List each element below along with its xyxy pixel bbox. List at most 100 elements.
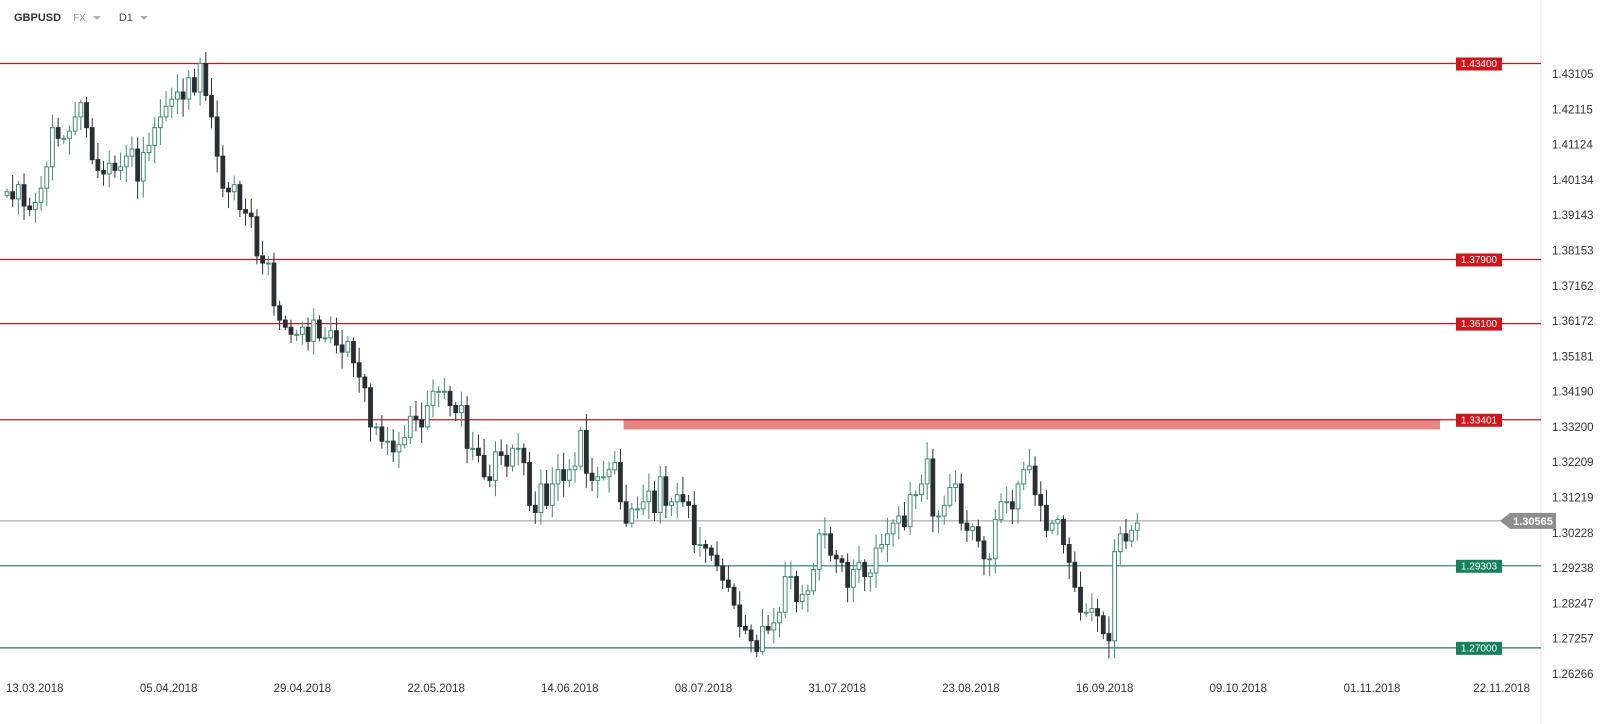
bearish-candle-body xyxy=(737,604,743,627)
bearish-candle-body xyxy=(833,554,839,560)
bullish-candle-body xyxy=(572,465,578,471)
y-tick-label: 1.27257 xyxy=(1552,634,1594,646)
bullish-candle-body xyxy=(385,440,390,443)
bullish-candle-body xyxy=(322,337,328,340)
bullish-candle-body xyxy=(186,77,192,100)
bullish-candle-body xyxy=(578,429,584,467)
bearish-candle-body xyxy=(248,212,254,218)
bearish-candle-body xyxy=(243,209,248,214)
bullish-candle-body xyxy=(197,62,203,93)
bearish-candle-body xyxy=(1038,494,1044,506)
bullish-candle-body xyxy=(947,487,953,506)
market-dropdown[interactable]: FX xyxy=(73,13,101,24)
level-price-label: 1.43400 xyxy=(1461,59,1498,70)
bearish-candle-body xyxy=(379,426,385,442)
bullish-candle-body xyxy=(669,501,674,506)
bearish-candle-body xyxy=(180,91,186,100)
bullish-candle-body xyxy=(470,447,476,450)
bearish-candle-body xyxy=(794,576,799,603)
bearish-candle-body xyxy=(317,319,322,339)
bullish-candle-body xyxy=(424,405,430,428)
bearish-candle-body xyxy=(703,544,709,549)
bearish-candle-body xyxy=(498,451,504,456)
bullish-candle-body xyxy=(44,166,50,189)
bearish-candle-body xyxy=(101,169,106,175)
bullish-candle-body xyxy=(788,576,794,579)
timeframe-dropdown[interactable]: D1 xyxy=(119,12,148,24)
bullish-candle-body xyxy=(816,533,822,570)
y-tick-label: 1.32209 xyxy=(1552,457,1594,469)
bullish-candle-body xyxy=(510,447,515,467)
bullish-candle-body xyxy=(890,522,896,535)
bullish-candle-body xyxy=(118,166,123,171)
bullish-candle-body xyxy=(953,483,958,489)
bearish-candle-body xyxy=(561,469,567,481)
bullish-candle-body xyxy=(1021,469,1027,485)
bullish-candle-body xyxy=(407,415,413,439)
bullish-candle-body xyxy=(799,593,805,603)
bearish-candle-body xyxy=(691,504,697,546)
bearish-candle-body xyxy=(663,476,669,506)
bullish-candle-body xyxy=(294,333,300,336)
bearish-candle-body xyxy=(464,405,470,449)
bullish-candle-body xyxy=(674,494,680,503)
bearish-candle-body xyxy=(277,305,283,321)
y-tick-label: 1.30228 xyxy=(1552,528,1594,540)
bullish-candle-body xyxy=(265,262,271,265)
level-price-label: 1.33401 xyxy=(1461,415,1498,426)
bearish-candle-body xyxy=(1044,504,1049,531)
bearish-candle-body xyxy=(209,95,214,118)
bearish-candle-body xyxy=(260,255,266,264)
bearish-candle-body xyxy=(476,447,481,456)
chevron-down-icon xyxy=(139,16,148,20)
bullish-candle-body xyxy=(1083,611,1089,614)
bearish-candle-body xyxy=(1095,608,1100,617)
bearish-candle-body xyxy=(1072,561,1078,588)
bearish-candle-body xyxy=(203,62,209,97)
bullish-candle-body xyxy=(640,501,646,510)
bullish-candle-body xyxy=(175,91,180,100)
y-tick-label: 1.36172 xyxy=(1552,316,1594,328)
bearish-candle-body xyxy=(447,390,453,407)
level-price-label: 1.37900 xyxy=(1461,255,1498,266)
bullish-candle-body xyxy=(657,476,663,513)
bullish-candle-body xyxy=(538,483,544,513)
bullish-candle-body xyxy=(436,390,442,393)
bearish-candle-body xyxy=(1009,501,1015,510)
bearish-candle-body xyxy=(544,483,550,506)
y-tick-label: 1.31219 xyxy=(1552,493,1594,505)
bearish-candle-body xyxy=(237,184,243,211)
bullish-candle-body xyxy=(879,544,885,549)
bullish-candle-body xyxy=(896,515,902,524)
bullish-candle-body xyxy=(106,162,112,175)
bearish-candle-body xyxy=(720,565,726,581)
bearish-candle-body xyxy=(828,533,834,556)
bearish-candle-body xyxy=(226,187,231,193)
bullish-candle-body xyxy=(612,462,618,471)
bullish-candle-body xyxy=(566,469,572,481)
bearish-candle-body xyxy=(453,405,459,414)
bullish-candle-body xyxy=(782,576,788,613)
symbol-selector[interactable]: GBPUSD xyxy=(14,12,62,24)
bearish-candle-body xyxy=(708,547,714,556)
bearish-candle-body xyxy=(390,440,396,453)
bearish-candle-body xyxy=(1123,533,1129,542)
bearish-candle-body xyxy=(964,522,970,531)
bullish-candle-body xyxy=(811,568,816,592)
y-tick-label: 1.41124 xyxy=(1552,140,1593,152)
bullish-candle-body xyxy=(129,148,135,157)
bullish-candle-body xyxy=(913,494,919,497)
chevron-down-icon xyxy=(92,16,101,20)
bearish-candle-body xyxy=(958,483,964,524)
bearish-candle-body xyxy=(680,494,686,503)
bullish-candle-body xyxy=(771,622,777,631)
bullish-candle-body xyxy=(1089,608,1095,613)
bullish-candle-body xyxy=(169,98,175,107)
bearish-candle-body xyxy=(89,127,95,161)
y-tick-label: 1.39143 xyxy=(1552,210,1594,222)
x-tick-label: 29.04.2018 xyxy=(274,683,332,695)
bullish-candle-body xyxy=(1129,529,1135,542)
bearish-candle-body xyxy=(743,625,748,631)
bullish-candle-body xyxy=(38,187,44,203)
